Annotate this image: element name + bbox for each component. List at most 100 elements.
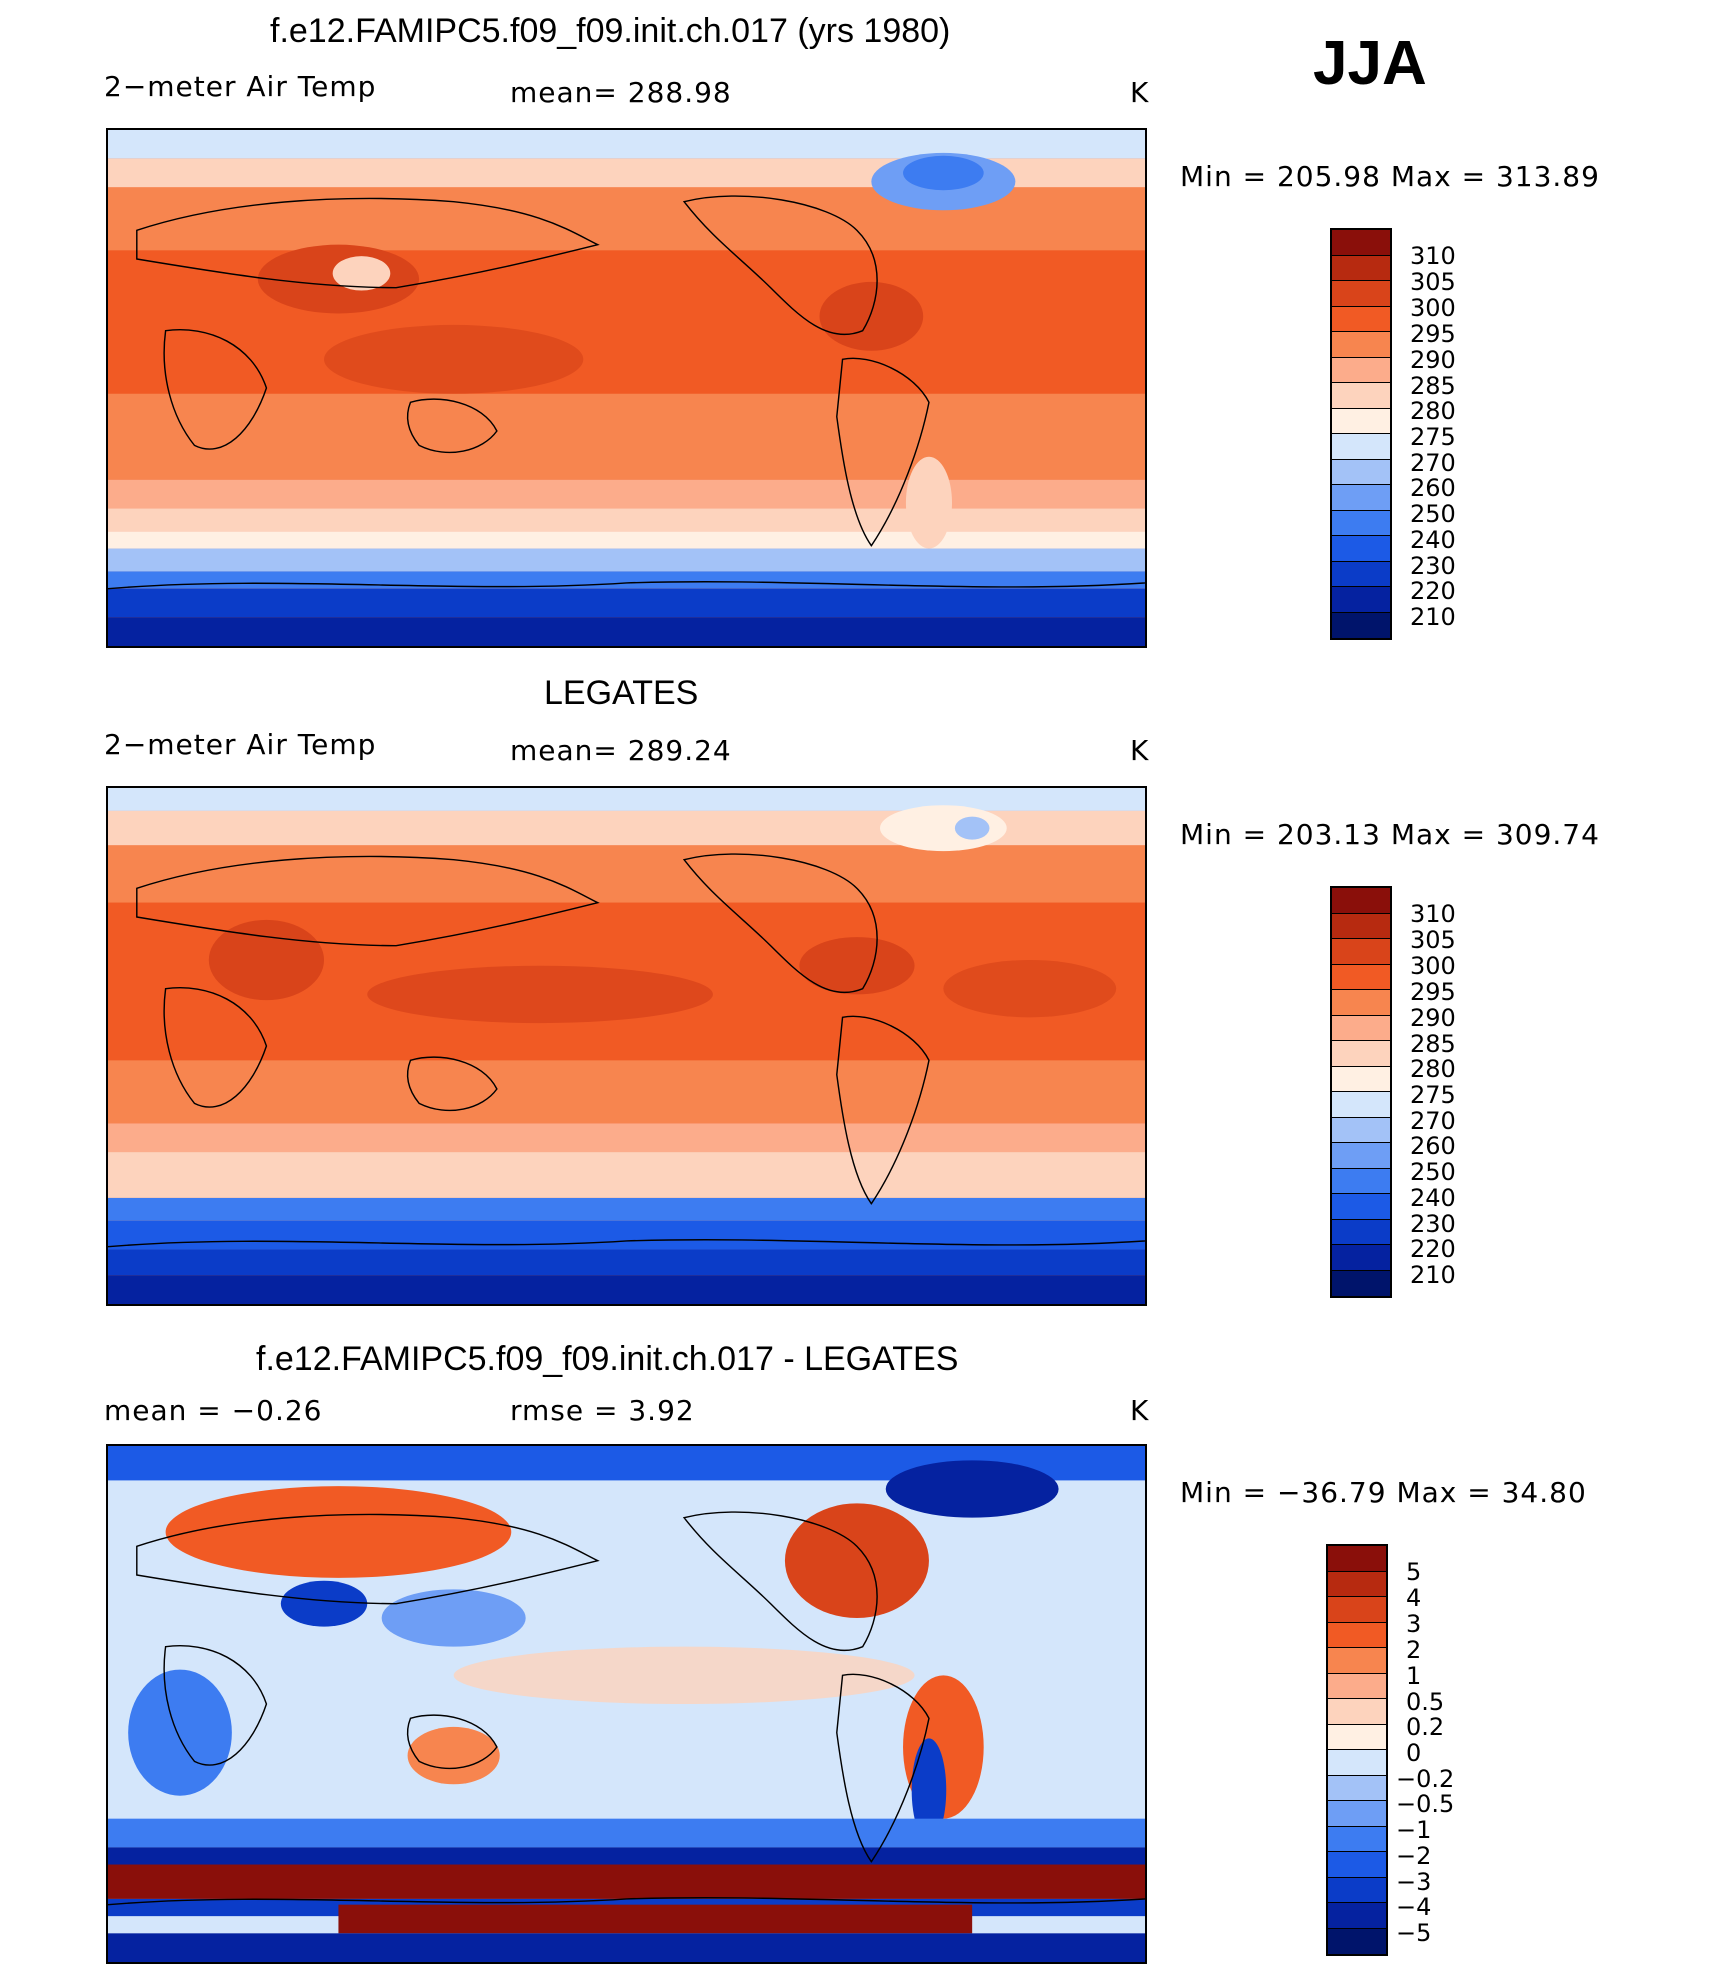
cbar3-tick: −5 (1396, 1919, 1432, 1947)
cbar3-bin (1328, 1775, 1386, 1801)
cbar1-tick: 275 (1410, 423, 1456, 451)
cbar1-bin (1332, 561, 1390, 587)
cbar2-bin (1332, 1168, 1390, 1194)
panel2-units-label: K (1130, 734, 1150, 767)
panel2-map-svg (108, 788, 1145, 1304)
cbar2-bin (1332, 1194, 1390, 1220)
cbar1-tick: 280 (1410, 397, 1456, 425)
cbar2-tick: 295 (1410, 978, 1456, 1006)
cbar1-bin (1332, 357, 1390, 383)
cbar2-tick: 285 (1410, 1030, 1456, 1058)
cbar1-bin (1332, 587, 1390, 613)
cbar2-bin (1332, 888, 1390, 914)
cbar1-tick: 240 (1410, 526, 1456, 554)
cbar3-bin (1328, 1801, 1386, 1827)
cbar3-tick: 5 (1406, 1558, 1422, 1586)
panel1-units-label: K (1130, 76, 1150, 109)
cbar1-tick: 210 (1410, 603, 1456, 631)
cbar3-bin (1328, 1724, 1386, 1750)
panel3-title: f.e12.FAMIPC5.f09_f09.init.ch.017 - LEGA… (256, 1340, 959, 1378)
panel2-mean-label: mean= 289.24 (510, 734, 732, 767)
cbar1-bin (1332, 510, 1390, 536)
cbar3-tick: −0.2 (1396, 1765, 1455, 1793)
cbar2-bin (1332, 1143, 1390, 1169)
cbar2-bin (1332, 964, 1390, 990)
cbar2-bin (1332, 1117, 1390, 1143)
cbar2-tick: 230 (1410, 1210, 1456, 1238)
panel1-mean-label: mean= 288.98 (510, 76, 732, 109)
cbar3-tick: −1 (1396, 1816, 1432, 1844)
cbar2-tick: 260 (1410, 1132, 1456, 1160)
cbar1-bin (1332, 383, 1390, 409)
cbar1-tick: 220 (1410, 577, 1456, 605)
cbar3-tick: −0.5 (1396, 1790, 1455, 1818)
cbar2-bin (1332, 913, 1390, 939)
cbar3-bin (1328, 1928, 1386, 1954)
cbar1-bin (1332, 306, 1390, 332)
cbar2-tick: 210 (1410, 1261, 1456, 1289)
panel3-map (106, 1444, 1147, 1964)
cbar3-tick: 0.2 (1406, 1713, 1445, 1741)
cbar3-tick: −2 (1396, 1842, 1432, 1870)
panel1-minmax: Min = 205.98 Max = 313.89 (1180, 160, 1600, 193)
cbar3-bin (1328, 1826, 1386, 1852)
cbar3-bin (1328, 1648, 1386, 1674)
cbar2-tick: 240 (1410, 1184, 1456, 1212)
panel1-map-svg (108, 130, 1145, 646)
cbar1-bin (1332, 612, 1390, 638)
cbar1-tick: 230 (1410, 552, 1456, 580)
cbar3-bin (1328, 1571, 1386, 1597)
panel3-units-label: K (1130, 1394, 1150, 1427)
cbar1-bin (1332, 459, 1390, 485)
cbar1-bin (1332, 281, 1390, 307)
cbar2-tick: 310 (1410, 900, 1456, 928)
cbar1-tick: 310 (1410, 242, 1456, 270)
panel2-map (106, 786, 1147, 1306)
cbar2-bin (1332, 1245, 1390, 1271)
cbar3-tick: 2 (1406, 1636, 1422, 1664)
cbar3-tick: 3 (1406, 1610, 1422, 1638)
cbar1-bin (1332, 536, 1390, 562)
cbar1-bin (1332, 408, 1390, 434)
cbar2-bin (1332, 1066, 1390, 1092)
cbar2-bin (1332, 1092, 1390, 1118)
cbar2-tick: 220 (1410, 1235, 1456, 1263)
cbar2-bin (1332, 1041, 1390, 1067)
cbar3-tick: −4 (1396, 1893, 1432, 1921)
cbar3-bin (1328, 1597, 1386, 1623)
panel1-title: f.e12.FAMIPC5.f09_f09.init.ch.017 (yrs 1… (270, 12, 951, 50)
cbar1-bin (1332, 230, 1390, 256)
panel3-minmax: Min = −36.79 Max = 34.80 (1180, 1476, 1587, 1509)
cbar3-bin (1328, 1546, 1386, 1572)
cbar1-tick: 250 (1410, 500, 1456, 528)
cbar3-tick: −3 (1396, 1868, 1432, 1896)
panel3-colorbar (1326, 1544, 1388, 1956)
cbar1-tick: 295 (1410, 320, 1456, 348)
cbar3-bin (1328, 1877, 1386, 1903)
cbar1-bin (1332, 434, 1390, 460)
cbar2-tick: 305 (1410, 926, 1456, 954)
panel2-variable-label: 2−meter Air Temp (104, 728, 377, 761)
panel2-title: LEGATES (544, 674, 699, 712)
cbar1-bin (1332, 485, 1390, 511)
cbar3-bin (1328, 1750, 1386, 1776)
cbar1-tick: 290 (1410, 346, 1456, 374)
panel1-colorbar (1330, 228, 1392, 640)
cbar3-bin (1328, 1699, 1386, 1725)
cbar2-bin (1332, 990, 1390, 1016)
panel3-rmse-label: rmse = 3.92 (510, 1394, 695, 1427)
panel2-colorbar (1330, 886, 1392, 1298)
cbar2-tick: 275 (1410, 1081, 1456, 1109)
cbar1-tick: 285 (1410, 372, 1456, 400)
cbar1-bin (1332, 332, 1390, 358)
cbar2-bin (1332, 1270, 1390, 1296)
cbar1-tick: 305 (1410, 268, 1456, 296)
cbar2-bin (1332, 1015, 1390, 1041)
cbar2-tick: 270 (1410, 1107, 1456, 1135)
season-label: JJA (1313, 29, 1427, 98)
cbar3-tick: 4 (1406, 1584, 1422, 1612)
cbar3-bin (1328, 1852, 1386, 1878)
cbar3-bin (1328, 1903, 1386, 1929)
panel1-variable-label: 2−meter Air Temp (104, 70, 377, 103)
cbar3-tick: 0 (1406, 1739, 1422, 1767)
